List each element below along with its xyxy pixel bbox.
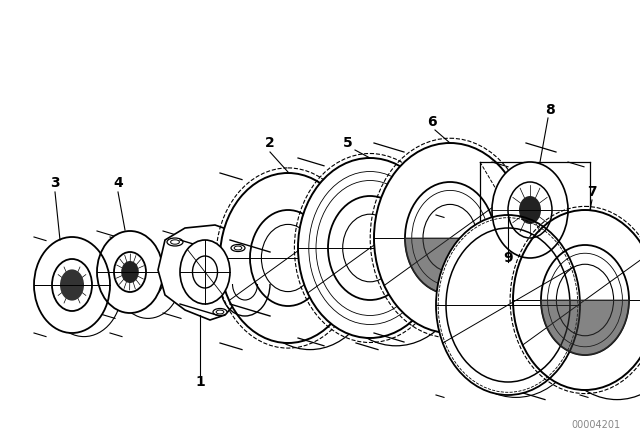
Ellipse shape [513, 210, 640, 390]
Ellipse shape [121, 261, 139, 283]
Text: 9: 9 [503, 251, 513, 265]
Text: 6: 6 [427, 115, 437, 129]
Text: 1: 1 [195, 375, 205, 389]
Ellipse shape [180, 240, 230, 304]
Ellipse shape [374, 143, 526, 333]
Ellipse shape [298, 158, 442, 338]
Text: 2: 2 [265, 136, 275, 150]
Ellipse shape [97, 231, 163, 313]
Ellipse shape [213, 309, 227, 315]
Text: 8: 8 [545, 103, 555, 117]
Ellipse shape [231, 245, 245, 251]
Text: 00004201: 00004201 [571, 420, 620, 430]
Ellipse shape [60, 269, 84, 301]
Ellipse shape [220, 173, 356, 343]
Ellipse shape [167, 238, 183, 246]
Text: 7: 7 [587, 185, 597, 199]
Ellipse shape [519, 196, 541, 224]
Text: 3: 3 [50, 176, 60, 190]
Text: 5: 5 [343, 136, 353, 150]
Ellipse shape [436, 215, 580, 395]
Ellipse shape [492, 162, 568, 258]
Polygon shape [158, 225, 248, 320]
Polygon shape [405, 238, 495, 294]
Polygon shape [541, 300, 629, 355]
Ellipse shape [34, 237, 110, 333]
Text: 4: 4 [113, 176, 123, 190]
